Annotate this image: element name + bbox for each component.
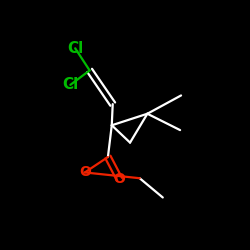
- Text: O: O: [114, 172, 126, 186]
- Text: Cl: Cl: [62, 77, 78, 92]
- Text: Cl: Cl: [67, 41, 83, 56]
- Text: O: O: [79, 166, 91, 179]
